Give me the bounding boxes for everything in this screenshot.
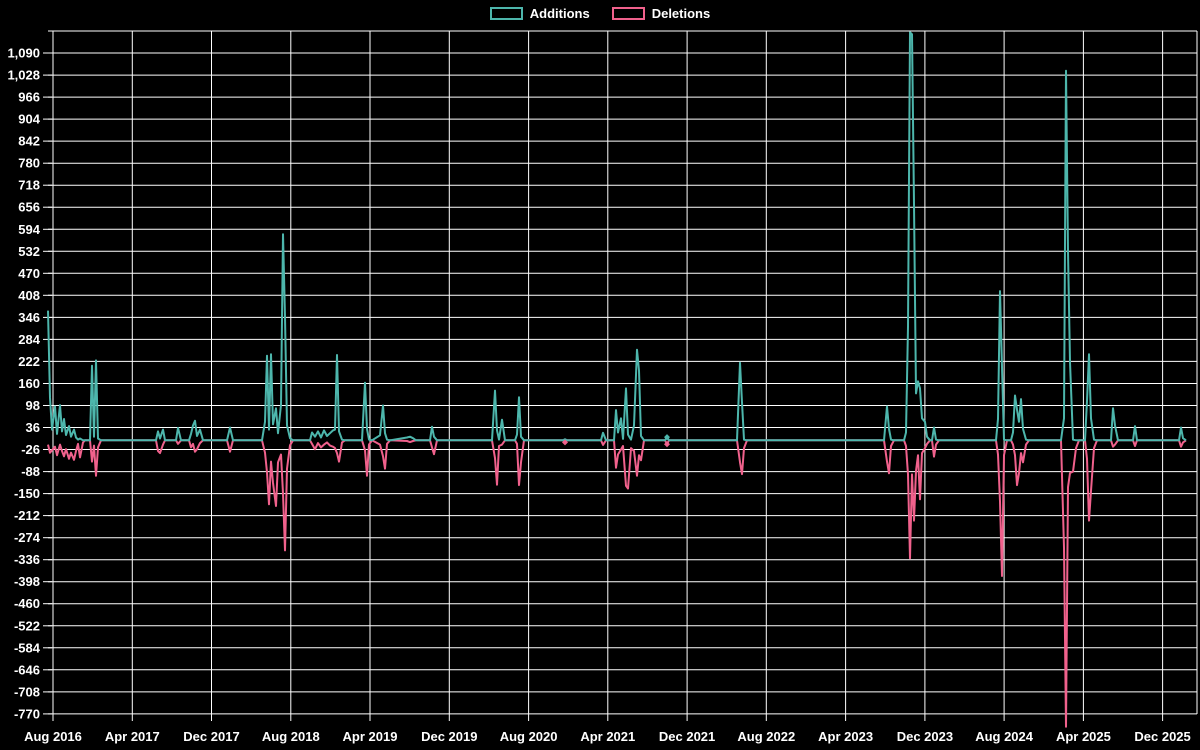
y-tick-label: -770 <box>14 706 40 721</box>
y-tick-label: 98 <box>26 398 40 413</box>
y-tick-label: -26 <box>21 442 40 457</box>
x-tick-label: Apr 2019 <box>343 729 398 744</box>
legend-label-additions: Additions <box>529 6 590 21</box>
y-tick-label: 594 <box>18 222 40 237</box>
y-tick-label: -88 <box>21 464 40 479</box>
legend-item-deletions[interactable]: Deletions <box>611 6 711 21</box>
y-tick-label: -522 <box>14 618 40 633</box>
legend-label-deletions: Deletions <box>651 6 711 21</box>
additions-line <box>47 31 1187 442</box>
y-tick-label: -150 <box>14 486 40 501</box>
legend-item-additions[interactable]: Additions <box>489 6 590 21</box>
y-tick-label: 904 <box>18 112 40 127</box>
deletions-point-marker <box>562 439 568 446</box>
x-tick-label: Dec 2021 <box>659 729 715 744</box>
x-tick-label: Aug 2016 <box>24 729 82 744</box>
y-tick-label: -646 <box>14 662 40 677</box>
x-tick-label: Aug 2022 <box>737 729 795 744</box>
x-tick-label: Dec 2023 <box>897 729 953 744</box>
y-tick-label: -212 <box>14 508 40 523</box>
y-tick-label: 346 <box>18 310 40 325</box>
y-tick-label: 532 <box>18 244 40 259</box>
x-tick-label: Dec 2025 <box>1134 729 1190 744</box>
y-tick-label: -274 <box>14 530 41 545</box>
y-tick-label: -708 <box>14 684 40 699</box>
y-tick-label: -398 <box>14 574 40 589</box>
y-tick-label: 966 <box>18 90 40 105</box>
y-tick-label: 160 <box>18 376 40 391</box>
y-tick-label: 780 <box>18 156 40 171</box>
x-tick-label: Apr 2023 <box>818 729 873 744</box>
y-tick-label: 1,028 <box>7 68 40 83</box>
y-tick-label: -336 <box>14 552 40 567</box>
x-tick-label: Aug 2018 <box>262 729 320 744</box>
y-tick-label: -584 <box>14 640 41 655</box>
y-tick-label: 656 <box>18 200 40 215</box>
y-tick-label: 408 <box>18 288 40 303</box>
y-tick-label: 222 <box>18 354 40 369</box>
y-tick-label: -460 <box>14 596 40 611</box>
additions-swatch-icon <box>489 7 523 20</box>
y-tick-label: 842 <box>18 134 40 149</box>
deletions-line <box>47 439 1187 728</box>
deletions-point-marker <box>664 441 670 448</box>
y-tick-label: 470 <box>18 266 40 281</box>
y-tick-label: 284 <box>18 332 40 347</box>
x-tick-label: Apr 2025 <box>1056 729 1111 744</box>
chart-legend: Additions Deletions <box>0 7 1200 20</box>
x-tick-label: Dec 2019 <box>421 729 477 744</box>
x-tick-label: Dec 2017 <box>183 729 239 744</box>
x-tick-label: Apr 2017 <box>105 729 160 744</box>
deletions-swatch-icon <box>611 7 645 20</box>
y-tick-label: 718 <box>18 178 40 193</box>
x-tick-label: Aug 2020 <box>500 729 558 744</box>
x-tick-label: Aug 2024 <box>975 729 1034 744</box>
y-tick-label: 1,090 <box>7 46 40 61</box>
y-tick-label: 36 <box>26 420 40 435</box>
additions-point-marker <box>664 434 670 441</box>
x-tick-label: Apr 2021 <box>580 729 635 744</box>
